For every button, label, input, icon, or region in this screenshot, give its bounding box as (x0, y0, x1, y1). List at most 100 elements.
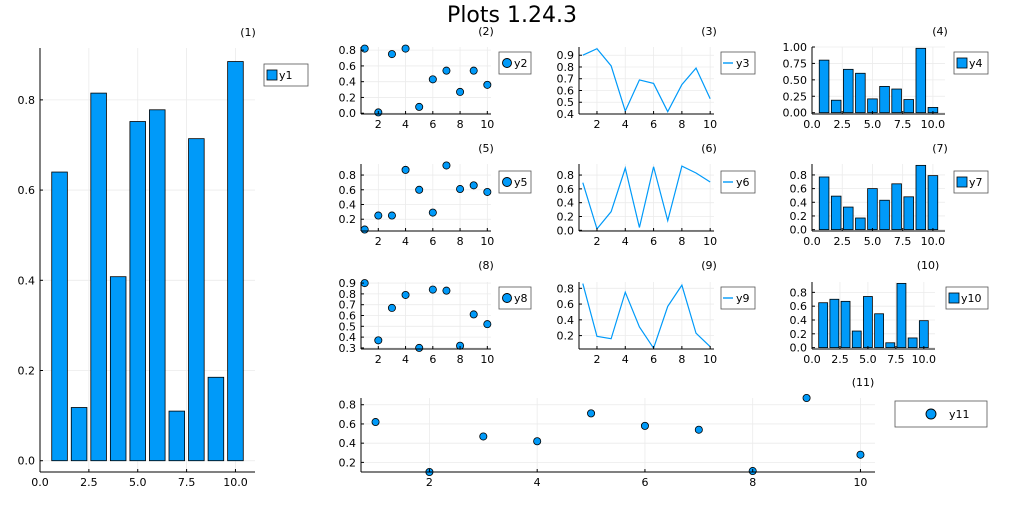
scatter-point (483, 320, 492, 329)
chart-panel-9: 2 4 6 8 10 0.2 0.4 0.6 0.8 (9) y9 (557, 259, 756, 366)
x-tick-label: 4 (534, 476, 541, 489)
bar (851, 330, 862, 349)
y-tick-label: 0.00 (783, 107, 808, 120)
x-tick-label: 4 (402, 118, 409, 131)
y-tick-label: 0.4 (339, 331, 357, 344)
legend: y8 (498, 286, 532, 310)
y-tick-label: 0.4 (557, 108, 575, 121)
legend: y2 (498, 51, 532, 75)
x-tick-label: 8 (457, 235, 464, 248)
scatter-point (469, 181, 478, 190)
legend: y1 (263, 63, 309, 87)
scatter-point (374, 336, 383, 345)
legend-box (953, 170, 989, 194)
chart-panel-3: 2 4 6 8 10 0.40.50.60.70.80.9 (3) y3 (557, 25, 756, 131)
y-tick-label: 0.6 (790, 300, 808, 313)
subplot-title: (4) (932, 25, 948, 38)
x-tick-label: 10 (480, 118, 494, 131)
subplot-title: (1) (240, 26, 256, 39)
y-tick-label: 0.8 (557, 61, 575, 74)
scatter-point (428, 75, 437, 84)
scatter-point (401, 165, 410, 174)
subplot-title: (7) (932, 142, 948, 155)
y-tick-label: 0.6 (790, 183, 808, 196)
y-tick-label: 0.0 (790, 224, 808, 237)
bar (830, 99, 842, 114)
legend: y7 (953, 170, 989, 194)
y-tick-label: 0.2 (790, 210, 808, 223)
x-tick-label: 2.5 (80, 476, 98, 489)
y-tick-label: 0.6 (18, 184, 36, 197)
y-tick-label: 0.8 (557, 282, 575, 295)
legend-box (263, 63, 309, 87)
x-tick-label: 7.5 (178, 476, 196, 489)
legend-label: y8 (514, 292, 528, 305)
y-tick-label: 0.0 (557, 224, 575, 237)
scatter-point (415, 102, 424, 111)
bar (879, 199, 890, 231)
bar (90, 92, 107, 462)
legend-label: y10 (961, 292, 982, 305)
bar (829, 298, 840, 349)
bar (830, 195, 842, 231)
legend-swatch (956, 176, 968, 188)
chart-panel-1: 0.0 2.5 5.0 7.5 10.0 0.0 0.2 0.4 0.6 0.8 (1) y1 (18, 26, 309, 489)
y-tick-label: 0.7 (557, 73, 575, 86)
x-tick-label: 8 (678, 353, 685, 366)
x-tick-label: 4 (622, 353, 629, 366)
scatter-point (442, 286, 451, 295)
bar (879, 86, 890, 114)
legend-box (720, 170, 756, 194)
bar (188, 138, 205, 462)
scatter-point (456, 87, 465, 96)
legend-label: y6 (736, 176, 750, 189)
subplot-title: (8) (478, 259, 494, 272)
x-tick-label: 10.0 (921, 235, 946, 248)
x-tick-label: 5.0 (864, 118, 882, 131)
x-tick-label: 2.5 (833, 118, 851, 131)
y-tick-label: 0.8 (790, 169, 808, 182)
y-tick-label: 0.4 (339, 198, 357, 211)
x-tick-label: 7.5 (887, 353, 905, 366)
legend-box (720, 286, 756, 310)
bar (867, 98, 878, 114)
scatter-point (483, 80, 492, 89)
x-tick-label: 6 (429, 353, 436, 366)
legend-label: y11 (949, 408, 970, 421)
x-tick-label: 8 (457, 118, 464, 131)
x-tick-label: 8 (457, 353, 464, 366)
scatter-point (360, 225, 369, 234)
bar (818, 176, 830, 231)
x-tick-label: 10 (480, 353, 494, 366)
scatter-point (469, 66, 478, 75)
legend-swatch (502, 293, 512, 303)
y-tick-label: 0.5 (557, 96, 575, 109)
subplot-title: (10) (917, 259, 940, 272)
x-tick-label: 6 (650, 118, 657, 131)
subplot-title: (9) (701, 259, 717, 272)
bar (885, 342, 896, 349)
x-tick-label: 8 (678, 118, 685, 131)
bar (70, 407, 88, 462)
scatter-point (415, 343, 424, 352)
x-tick-label: 6 (429, 235, 436, 248)
bar (915, 164, 927, 231)
bar (168, 410, 186, 462)
legend: y5 (498, 170, 532, 194)
subplot-title: (2) (478, 25, 494, 38)
x-tick-label: 2 (375, 118, 382, 131)
y-tick-label: 0.4 (790, 314, 808, 327)
x-tick-label: 2 (375, 235, 382, 248)
x-tick-label: 10.0 (912, 353, 937, 366)
legend-box (498, 286, 532, 310)
legend-box (953, 51, 989, 75)
y-tick-label: 0.5 (339, 320, 357, 333)
scatter-point (469, 310, 478, 319)
y-tick-label: 0.8 (339, 169, 357, 182)
scatter-point (479, 432, 488, 441)
scatter-point (587, 409, 596, 418)
x-tick-label: 6 (641, 476, 648, 489)
y-tick-label: 0.8 (18, 94, 36, 107)
subplot-title: (11) (852, 376, 875, 389)
legend: y11 (894, 400, 988, 428)
